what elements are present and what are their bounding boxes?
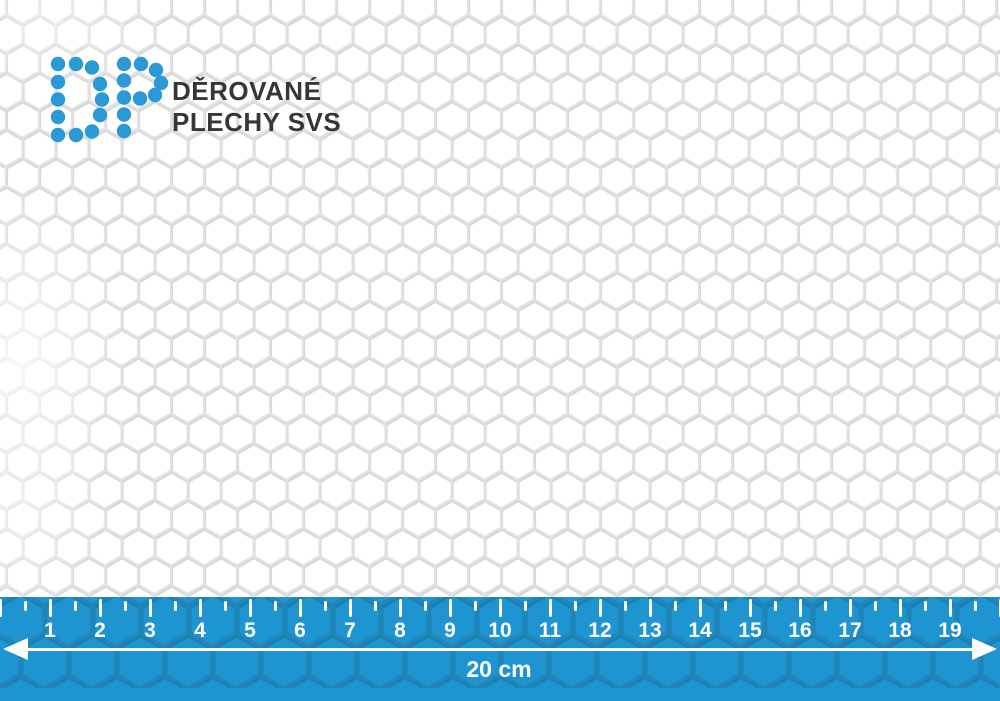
logo-dot bbox=[50, 56, 66, 72]
ruler-tick-major bbox=[148, 599, 152, 617]
ruler-tick-major bbox=[548, 599, 552, 617]
ruler-number: 5 bbox=[244, 619, 256, 642]
ruler-tick-minor bbox=[573, 601, 577, 611]
logo-dot bbox=[50, 127, 66, 143]
logo-dot bbox=[68, 127, 84, 143]
scale-arrow-right-icon bbox=[972, 638, 997, 660]
ruler-tick-minor bbox=[773, 601, 777, 611]
ruler-number: 7 bbox=[344, 619, 356, 642]
ruler-tick-major bbox=[48, 599, 52, 617]
logo-dot bbox=[92, 107, 108, 123]
ruler-tick-minor bbox=[823, 601, 827, 611]
logo-dot bbox=[50, 92, 66, 107]
logo-dot bbox=[147, 87, 163, 103]
ruler-tick-major bbox=[748, 599, 752, 617]
ruler-tick-minor bbox=[973, 601, 977, 611]
logo-dot bbox=[68, 56, 84, 72]
logo-dot bbox=[116, 107, 132, 122]
ruler-number: 2 bbox=[94, 619, 106, 642]
ruler-number: 14 bbox=[688, 619, 712, 642]
ruler-tick-major bbox=[648, 599, 652, 617]
ruler-tick-major bbox=[298, 599, 302, 617]
ruler-tick-major bbox=[948, 599, 952, 617]
logo-dot bbox=[132, 91, 148, 106]
scale-arrow-left-icon bbox=[3, 638, 28, 660]
ruler-tick-major bbox=[598, 599, 602, 617]
ruler-number: 8 bbox=[394, 619, 406, 642]
ruler-tick-major bbox=[0, 599, 2, 617]
ruler-number: 4 bbox=[194, 619, 206, 642]
ruler-number: 12 bbox=[588, 619, 612, 642]
ruler-tick-minor bbox=[623, 601, 627, 611]
ruler-tick-major bbox=[98, 599, 102, 617]
ruler-tick-minor bbox=[123, 601, 127, 611]
scale-length-label: 20 cm bbox=[466, 656, 532, 682]
ruler-tick-major bbox=[248, 599, 252, 617]
ruler-tick-major bbox=[348, 599, 352, 617]
logo-dot bbox=[94, 92, 110, 107]
ruler-tick-minor bbox=[173, 601, 177, 611]
ruler-number: 11 bbox=[538, 619, 562, 642]
ruler-number: 18 bbox=[888, 619, 912, 642]
ruler-tick-major bbox=[698, 599, 702, 617]
ruler-tick-major bbox=[798, 599, 802, 617]
scale-arrow-line bbox=[16, 648, 984, 651]
ruler-number: 17 bbox=[838, 619, 862, 642]
hex-mesh-pattern bbox=[0, 0, 1000, 598]
ruler-tick-major bbox=[998, 599, 1000, 617]
brand-name-line2: PLECHY SVS bbox=[172, 107, 342, 137]
ruler-tick-minor bbox=[673, 601, 677, 611]
ruler-tick-minor bbox=[523, 601, 527, 611]
ruler-tick-major bbox=[898, 599, 902, 617]
logo-dot bbox=[116, 123, 132, 139]
ruler-tick-minor bbox=[223, 601, 227, 611]
ruler-tick-major bbox=[448, 599, 452, 617]
ruler-tick-minor bbox=[373, 601, 377, 611]
logo-dot bbox=[50, 109, 66, 125]
ruler-tick-minor bbox=[273, 601, 277, 611]
ruler-number: 3 bbox=[144, 619, 156, 642]
ruler-tick-major bbox=[848, 599, 852, 617]
ruler-tick-major bbox=[398, 599, 402, 617]
logo-dot bbox=[148, 62, 164, 78]
ruler-number: 16 bbox=[788, 619, 812, 642]
ruler-tick-minor bbox=[23, 601, 27, 611]
logo-dot bbox=[50, 74, 66, 90]
ruler-number: 9 bbox=[444, 619, 456, 642]
brand-name: DĚROVANÉ PLECHY SVS bbox=[172, 76, 341, 138]
ruler-number: 19 bbox=[938, 619, 962, 642]
measurement-scale-bar: 1 2 3 4 5 6 7 8 9 10 11 12 13 14 15 16 17 18 19 20 cm bbox=[0, 597, 1000, 701]
logo-dot bbox=[92, 76, 108, 92]
logo-dot bbox=[116, 73, 132, 88]
ruler-tick-major bbox=[198, 599, 202, 617]
ruler-number: 6 bbox=[294, 619, 306, 642]
ruler-number: 15 bbox=[738, 619, 762, 642]
brand-name-line1: DĚROVANÉ bbox=[172, 76, 322, 106]
logo-dot bbox=[116, 56, 132, 72]
logo-dot bbox=[153, 75, 169, 91]
ruler-tick-major bbox=[498, 599, 502, 617]
ruler-tick-minor bbox=[423, 601, 427, 611]
logo-dot bbox=[133, 56, 149, 72]
ruler-tick-minor bbox=[323, 601, 327, 611]
ruler-tick-minor bbox=[923, 601, 927, 611]
dp-logo-dots-icon bbox=[50, 56, 169, 143]
ruler-number: 10 bbox=[488, 619, 512, 642]
ruler-tick-minor bbox=[73, 601, 77, 611]
logo-dot bbox=[84, 60, 100, 75]
logo-dot bbox=[84, 124, 100, 139]
ruler-number: 13 bbox=[638, 619, 662, 642]
logo-dot bbox=[116, 90, 132, 105]
ruler-tick-minor bbox=[873, 601, 877, 611]
ruler-tick-minor bbox=[723, 601, 727, 611]
ruler-number: 1 bbox=[44, 619, 56, 642]
ruler-tick-minor bbox=[473, 601, 477, 611]
